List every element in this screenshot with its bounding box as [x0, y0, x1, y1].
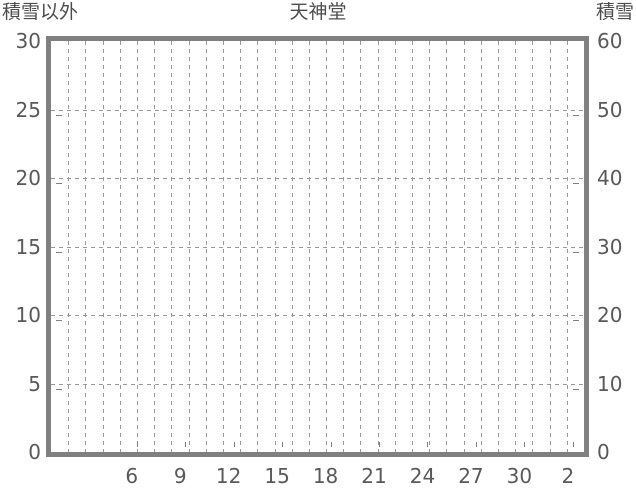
gridlines	[51, 41, 584, 452]
left-axis-tick-mark	[56, 252, 62, 253]
x-axis-tick-mark	[379, 442, 380, 447]
chart-title: 天神堂	[289, 1, 347, 23]
right-axis-tick-mark	[573, 320, 579, 321]
x-axis-tick-mark	[427, 442, 428, 447]
x-axis-tick-label: 12	[215, 464, 242, 488]
right-axis-tick-label: 30	[597, 234, 623, 259]
left-axis-tick-label: 15	[15, 234, 41, 259]
left-axis-tick-label: 20	[15, 166, 41, 190]
left-axis-tick-label: 0	[28, 440, 41, 464]
right-axis-tick-label: 20	[597, 303, 623, 327]
data-series-layer	[51, 41, 584, 452]
x-axis-tick-mark	[524, 442, 525, 447]
x-axis-tick-label: 18	[312, 464, 339, 488]
left-axis-tick-mark	[56, 320, 62, 321]
x-axis-tick-label: 2	[561, 464, 575, 488]
x-axis-tick-mark	[476, 442, 477, 447]
x-axis-tick-label: 6	[125, 464, 139, 488]
left-axis-tick-mark	[56, 115, 62, 116]
left-axis-tick-label: 5	[28, 371, 41, 396]
left-axis-tick-label: 10	[15, 303, 41, 327]
x-axis-tick-mark	[282, 442, 283, 447]
left-axis-tick-label: 25	[15, 97, 41, 122]
right-axis-title: 積雪	[595, 1, 634, 23]
right-axis-tick-mark	[573, 252, 579, 253]
x-axis-tick-label: 27	[458, 464, 484, 488]
right-axis-tick-label: 50	[597, 97, 623, 122]
x-axis-tick-label: 9	[173, 464, 187, 488]
right-axis-tick-label: 10	[597, 371, 623, 396]
right-axis-tick-mark	[573, 389, 579, 390]
left-axis-title: 積雪以外	[2, 1, 79, 23]
right-axis-tick-mark	[573, 183, 579, 184]
left-axis-tick-mark	[56, 183, 62, 184]
plot-inner	[51, 41, 584, 452]
x-axis-tick-label: 15	[264, 464, 290, 488]
x-axis-tick-mark	[234, 442, 235, 447]
x-axis-tick-mark	[573, 442, 574, 447]
x-axis-tick-mark	[185, 442, 186, 447]
x-axis-tick-label: 30	[506, 464, 533, 488]
left-axis-tick-mark	[56, 389, 62, 390]
x-axis-tick-mark	[331, 442, 332, 447]
left-axis-tick-label: 30	[15, 29, 41, 53]
plot-area	[46, 36, 589, 457]
right-axis-tick-label: 60	[597, 29, 623, 53]
right-axis-tick-label: 40	[597, 166, 623, 190]
right-axis-tick-mark	[573, 115, 579, 116]
x-axis-tick-label: 21	[361, 464, 387, 488]
right-axis-tick-label: 0	[597, 440, 610, 464]
x-axis-tick-mark	[137, 442, 138, 447]
x-axis-tick-label: 24	[409, 464, 436, 488]
